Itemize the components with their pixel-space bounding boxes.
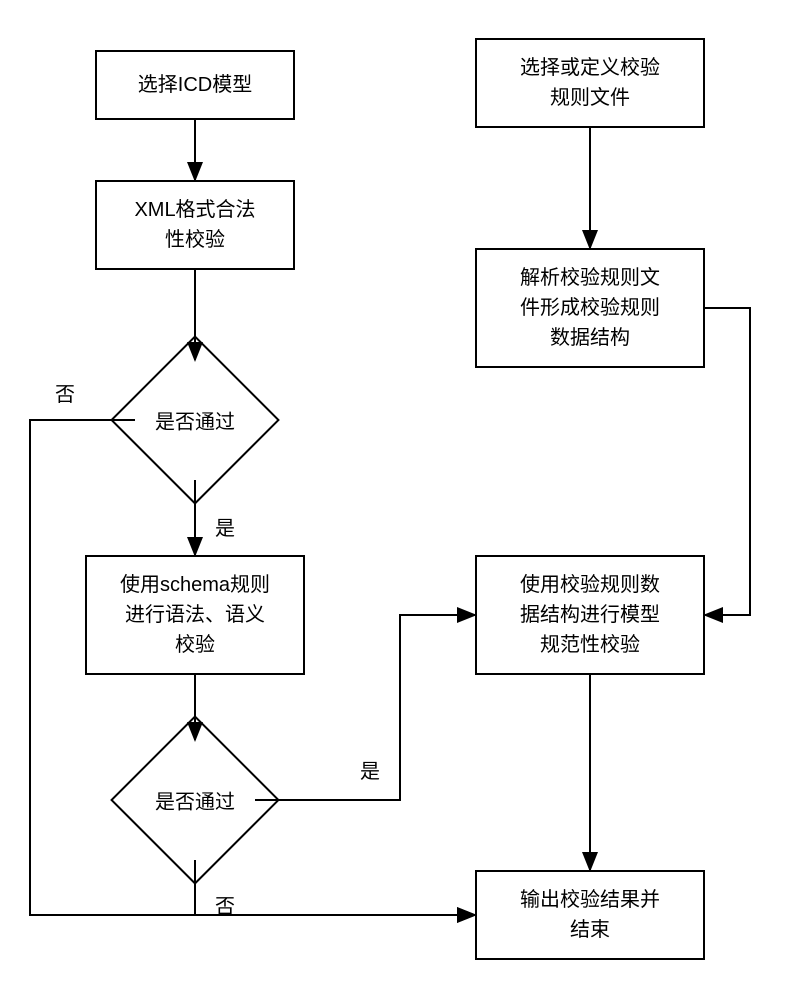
node-label: 输出校验结果并结束 (520, 885, 660, 945)
node-label: 选择或定义校验规则文件 (520, 53, 660, 113)
node-label: XML格式合法性校验 (134, 195, 255, 255)
node-label: 选择ICD模型 (138, 70, 252, 100)
node-label: 是否通过 (155, 412, 235, 434)
node-select-icd: 选择ICD模型 (95, 50, 295, 120)
node-label: 是否通过 (155, 792, 235, 814)
edge-label-yes-1: 是 (215, 512, 235, 541)
node-decision-schema-pass: 是否通过 (135, 740, 255, 860)
node-select-rule-file: 选择或定义校验规则文件 (475, 38, 705, 128)
flowchart-arrows (0, 0, 790, 1000)
node-decision-xml-pass: 是否通过 (135, 360, 255, 480)
edge-label-no-2: 否 (215, 890, 235, 919)
node-label: 使用校验规则数据结构进行模型规范性校验 (520, 570, 660, 660)
node-schema-validate: 使用schema规则进行语法、语义校验 (85, 555, 305, 675)
edge-label-no-1: 否 (55, 378, 75, 407)
node-output-end: 输出校验结果并结束 (475, 870, 705, 960)
node-label: 使用schema规则进行语法、语义校验 (120, 570, 270, 660)
edge-label-yes-2: 是 (360, 755, 380, 784)
node-rule-validate: 使用校验规则数据结构进行模型规范性校验 (475, 555, 705, 675)
node-parse-rule-file: 解析校验规则文件形成校验规则数据结构 (475, 248, 705, 368)
node-xml-validate: XML格式合法性校验 (95, 180, 295, 270)
node-label: 解析校验规则文件形成校验规则数据结构 (520, 263, 660, 353)
